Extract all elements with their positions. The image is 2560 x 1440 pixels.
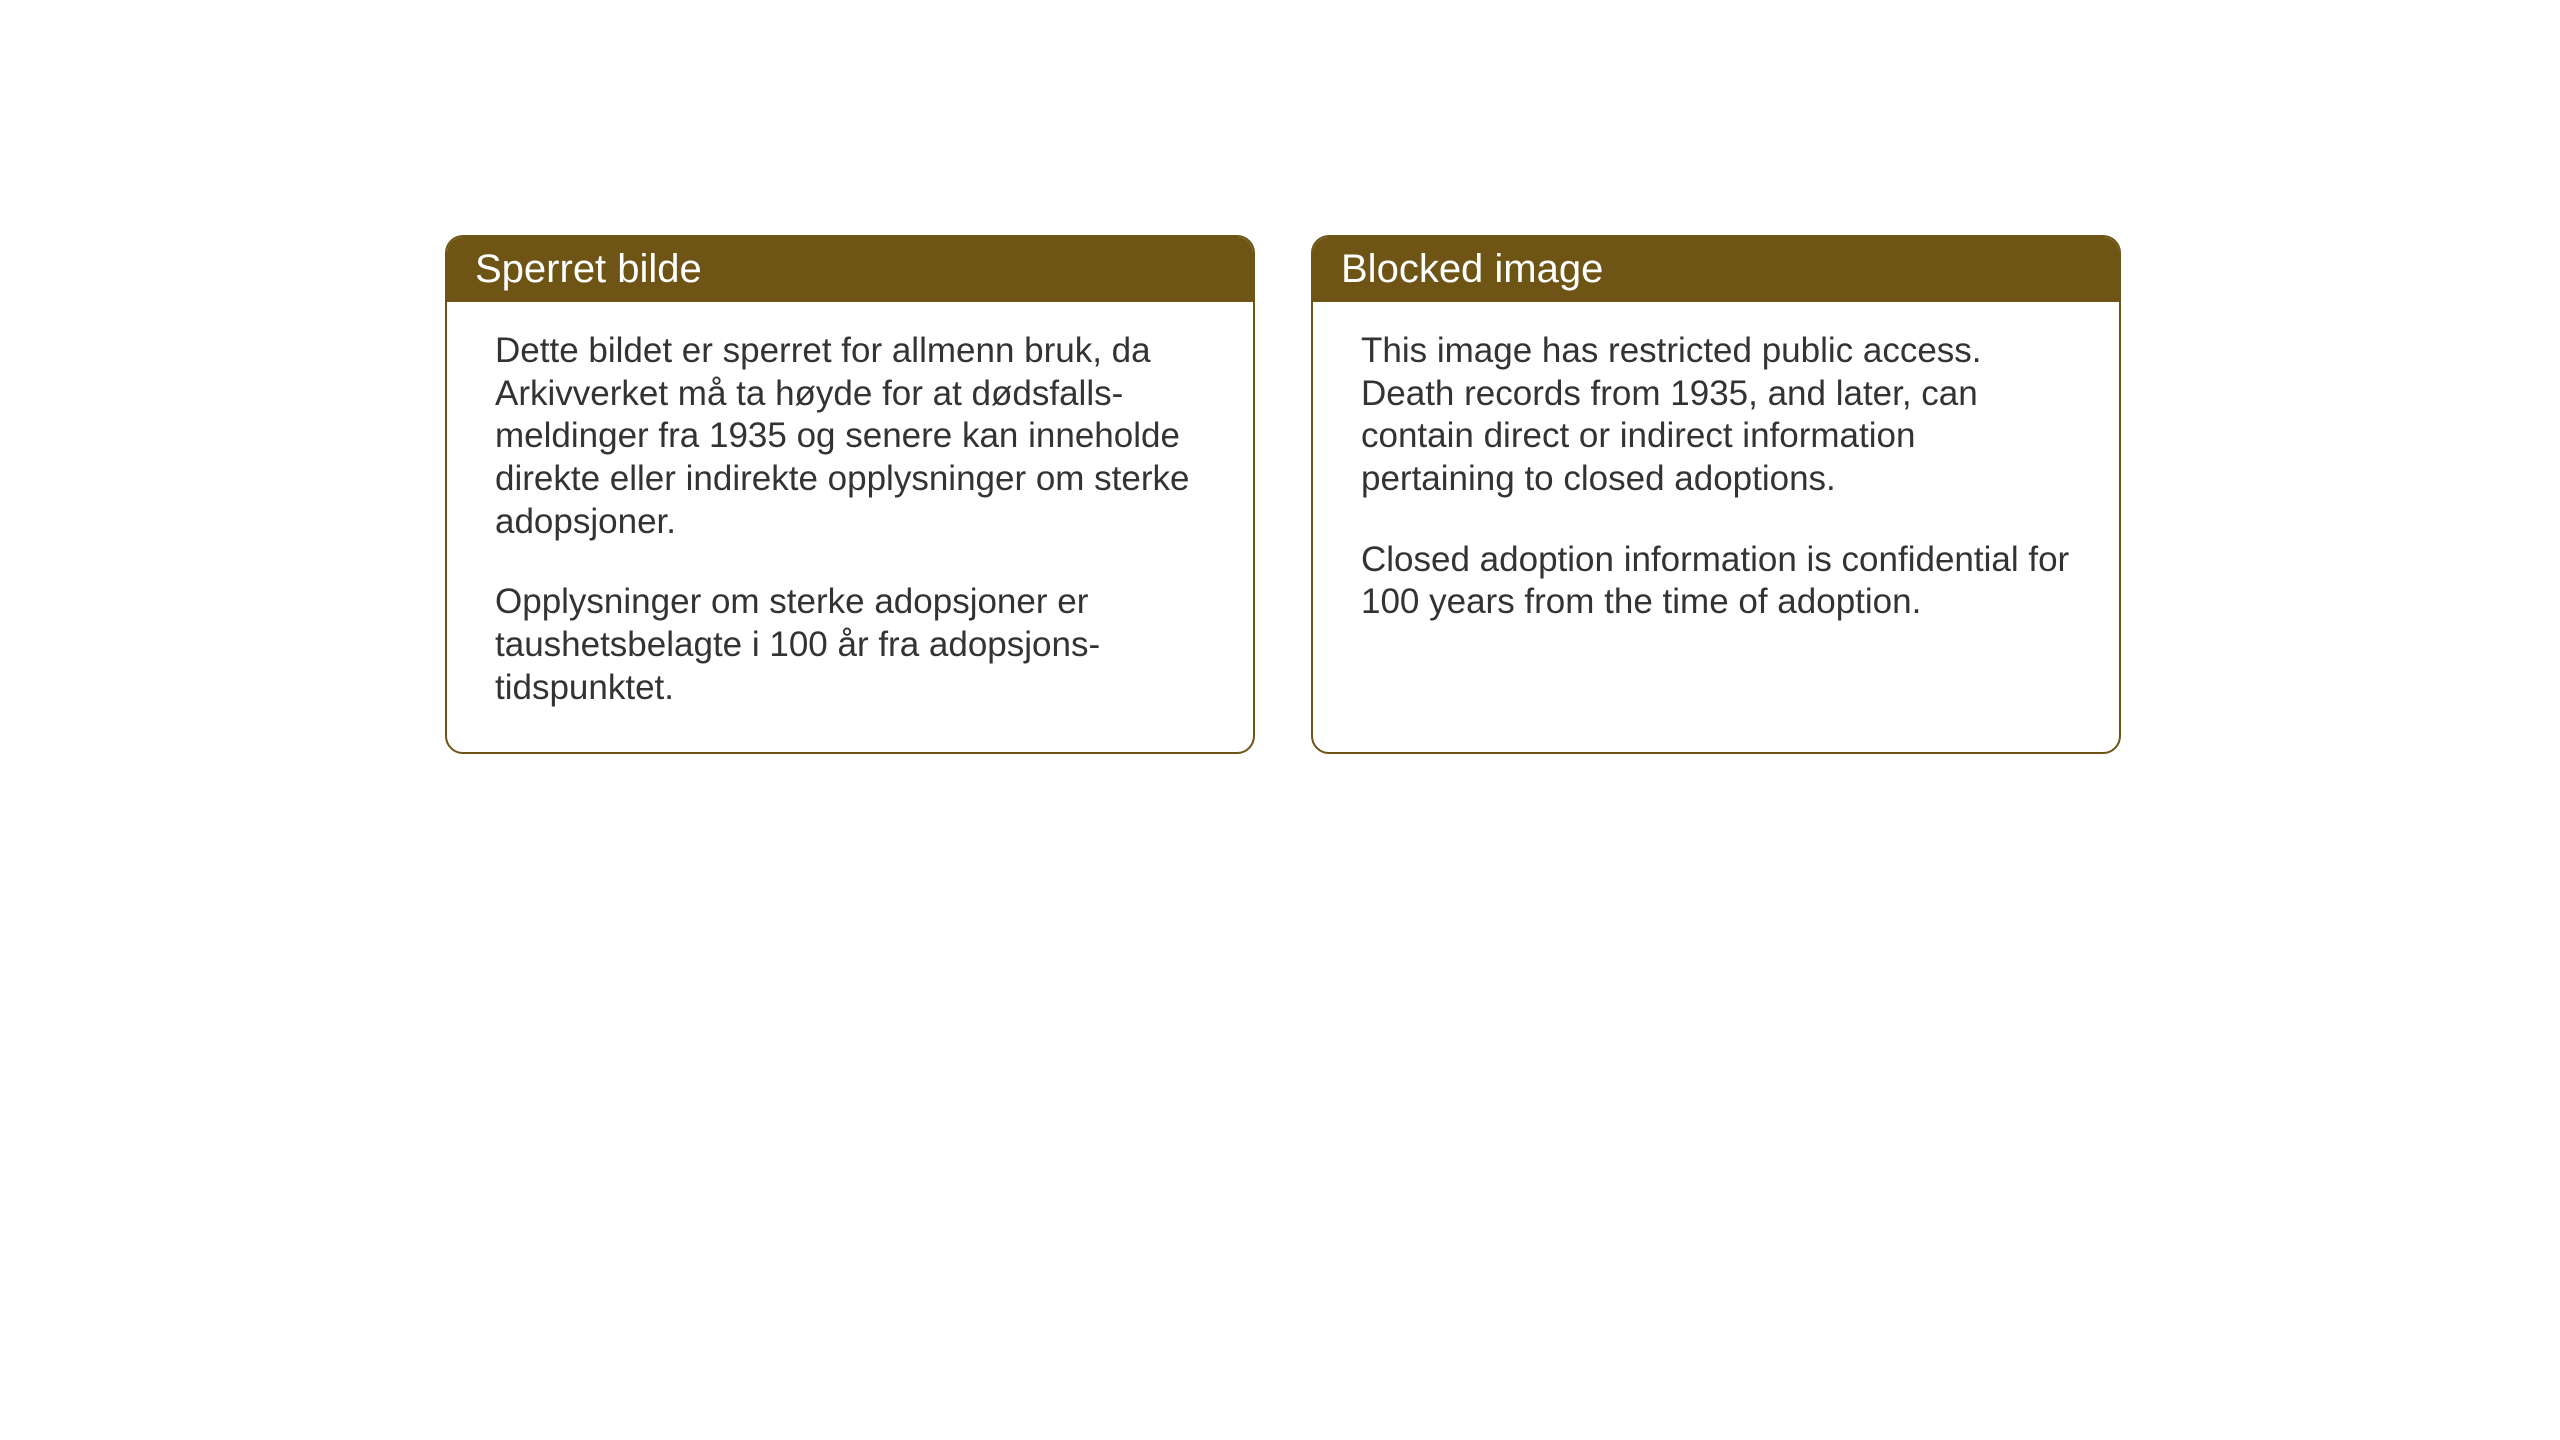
card-paragraph: This image has restricted public access.… — [1361, 330, 2071, 501]
card-paragraph: Closed adoption information is confident… — [1361, 539, 2071, 624]
card-norwegian: Sperret bilde Dette bildet er sperret fo… — [445, 235, 1255, 754]
card-title-norwegian: Sperret bilde — [475, 247, 702, 291]
card-paragraph: Dette bildet er sperret for allmenn bruk… — [495, 330, 1205, 543]
card-title-english: Blocked image — [1341, 247, 1603, 291]
card-paragraph: Opplysninger om sterke adopsjoner er tau… — [495, 581, 1205, 709]
card-body-english: This image has restricted public access.… — [1313, 302, 2119, 666]
card-body-norwegian: Dette bildet er sperret for allmenn bruk… — [447, 302, 1253, 752]
card-english: Blocked image This image has restricted … — [1311, 235, 2121, 754]
card-header-english: Blocked image — [1313, 237, 2119, 302]
cards-container: Sperret bilde Dette bildet er sperret fo… — [0, 0, 2560, 754]
card-header-norwegian: Sperret bilde — [447, 237, 1253, 302]
